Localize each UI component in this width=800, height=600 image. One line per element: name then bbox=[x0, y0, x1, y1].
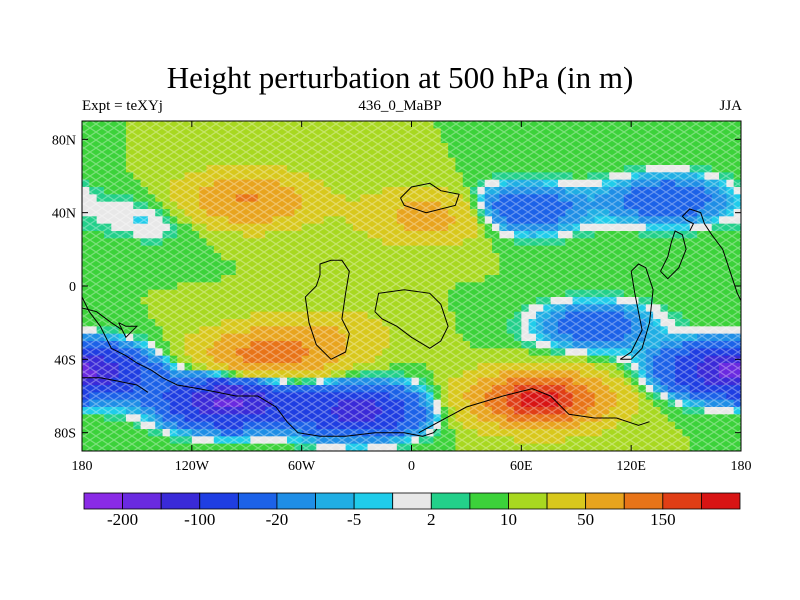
colorbar-swatch bbox=[315, 492, 355, 510]
colorbar-swatch bbox=[546, 492, 587, 510]
x-tick-label: 120E bbox=[616, 459, 646, 474]
colorbar-swatch bbox=[122, 492, 162, 510]
colorbar-label: 50 bbox=[577, 510, 594, 529]
x-tick-label: 180 bbox=[731, 459, 752, 474]
colorbar-label: -200 bbox=[107, 510, 138, 529]
coastline bbox=[82, 307, 123, 331]
y-tick-label: 40S bbox=[54, 353, 76, 368]
colorbar-swatch bbox=[585, 492, 625, 510]
colorbar-swatch bbox=[469, 492, 509, 510]
coastline bbox=[118, 322, 139, 339]
colorbar-label: -20 bbox=[266, 510, 289, 529]
x-axis: 180 120W 60W 0 60E 120E 180 bbox=[72, 121, 752, 474]
y-tick-label: 40N bbox=[52, 207, 76, 222]
coastline bbox=[418, 388, 650, 434]
coastline bbox=[304, 259, 350, 360]
colorbar-swatch bbox=[508, 492, 548, 510]
colorbar-label: 2 bbox=[427, 510, 436, 529]
colorbar-swatch bbox=[701, 492, 741, 510]
colorbar-swatch bbox=[662, 492, 702, 510]
x-tick-label: 60W bbox=[288, 459, 316, 474]
x-tick-label: 180 bbox=[72, 459, 93, 474]
colorbar-swatch bbox=[623, 492, 664, 510]
coastline bbox=[82, 377, 149, 393]
colorbar-swatch bbox=[392, 492, 432, 510]
coastline bbox=[374, 289, 449, 349]
colorbar-swatch bbox=[199, 492, 239, 510]
run-label: 436_0_MaBP bbox=[358, 98, 442, 114]
experiment-label: Expt = teXYj bbox=[82, 98, 163, 114]
season-label: JJA bbox=[719, 98, 742, 114]
y-tick-label: 80S bbox=[54, 427, 76, 442]
colorbar-label: -5 bbox=[347, 510, 361, 529]
colorbar-swatch bbox=[237, 492, 278, 510]
colorbar-label: -100 bbox=[184, 510, 215, 529]
x-tick-label: 120W bbox=[175, 459, 210, 474]
colorbar-swatch bbox=[160, 492, 201, 510]
colorbar-label: 10 bbox=[500, 510, 517, 529]
colorbar-swatch bbox=[353, 492, 394, 510]
coastline bbox=[82, 296, 438, 437]
chart-title: Height perturbation at 500 hPa (in m) bbox=[166, 60, 634, 95]
coastline bbox=[660, 230, 687, 280]
coastline bbox=[681, 208, 741, 301]
colorbar-swatch bbox=[276, 492, 316, 510]
x-tick-label: 60E bbox=[510, 459, 533, 474]
coastlines bbox=[82, 182, 741, 437]
y-tick-label: 80N bbox=[52, 133, 76, 148]
colorbar: -200 -100 -20 -5 2 10 50 150 bbox=[83, 492, 741, 529]
colorbar-swatch bbox=[83, 492, 123, 510]
coastline bbox=[400, 182, 460, 214]
colorbar-swatch bbox=[430, 492, 471, 510]
y-tick-label: 0 bbox=[69, 280, 76, 295]
y-axis: 80N 40N 0 40S 80S bbox=[52, 133, 741, 442]
coastline bbox=[619, 263, 654, 360]
colorbar-label: 150 bbox=[650, 510, 676, 529]
stipple-overlay bbox=[82, 121, 741, 451]
x-tick-label: 0 bbox=[408, 459, 415, 474]
